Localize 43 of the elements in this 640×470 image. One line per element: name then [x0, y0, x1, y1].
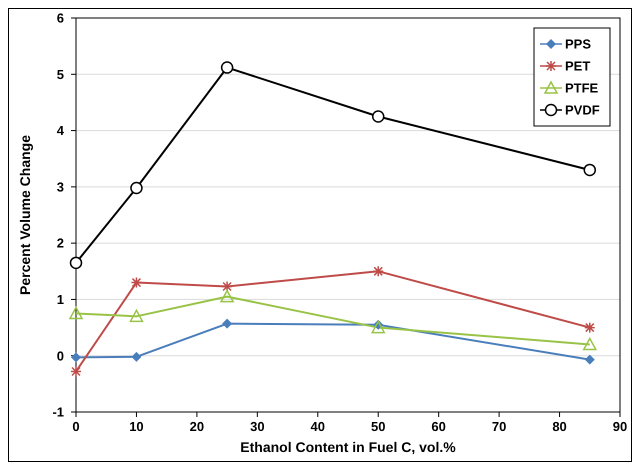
point: [221, 280, 233, 292]
point: [69, 306, 83, 320]
point: [130, 310, 144, 322]
point: [70, 256, 82, 270]
legend-label: PTFE: [565, 80, 599, 96]
y-tick-label: 1: [56, 292, 64, 307]
x-tick-label: 10: [129, 419, 144, 434]
point: [584, 164, 596, 176]
point: [372, 266, 384, 278]
point: [131, 352, 142, 362]
y-axis-title: Percent Volume Change: [17, 134, 33, 296]
legend-label: PVDF: [565, 102, 600, 118]
y-tick-label: 0: [56, 348, 64, 364]
legend-label: PPS: [565, 36, 592, 52]
x-tick-label: 0: [72, 419, 80, 434]
x-tick-label: 30: [250, 419, 265, 434]
point: [70, 366, 82, 378]
point: [130, 182, 143, 194]
x-tick-label: 60: [431, 419, 446, 434]
point: [584, 322, 596, 334]
y-tick-label: 2: [56, 236, 64, 251]
x-tick-label: 40: [310, 419, 326, 434]
y-tick-label: 5: [56, 66, 64, 82]
y-tick-label: 3: [56, 179, 64, 194]
point: [130, 276, 142, 288]
point: [220, 61, 234, 74]
x-axis-title: Ethanol Content in Fuel C, vol.%: [240, 439, 456, 455]
point: [583, 338, 597, 350]
y-tick-label: 6: [56, 10, 64, 26]
x-tick-label: 70: [492, 419, 506, 434]
x-tick-label: 50: [370, 419, 386, 434]
x-tick-label: 90: [612, 419, 628, 434]
point: [372, 110, 384, 123]
point: [584, 354, 595, 365]
x-tick-label: 20: [190, 419, 204, 434]
point: [220, 290, 234, 302]
point: [222, 318, 232, 329]
y-tick-label: 4: [56, 123, 65, 138]
y-tick-label: -1: [52, 404, 64, 420]
point: [371, 320, 385, 334]
point: [71, 352, 81, 362]
legend-label: PET: [565, 58, 590, 74]
x-tick-label: 80: [552, 419, 567, 434]
